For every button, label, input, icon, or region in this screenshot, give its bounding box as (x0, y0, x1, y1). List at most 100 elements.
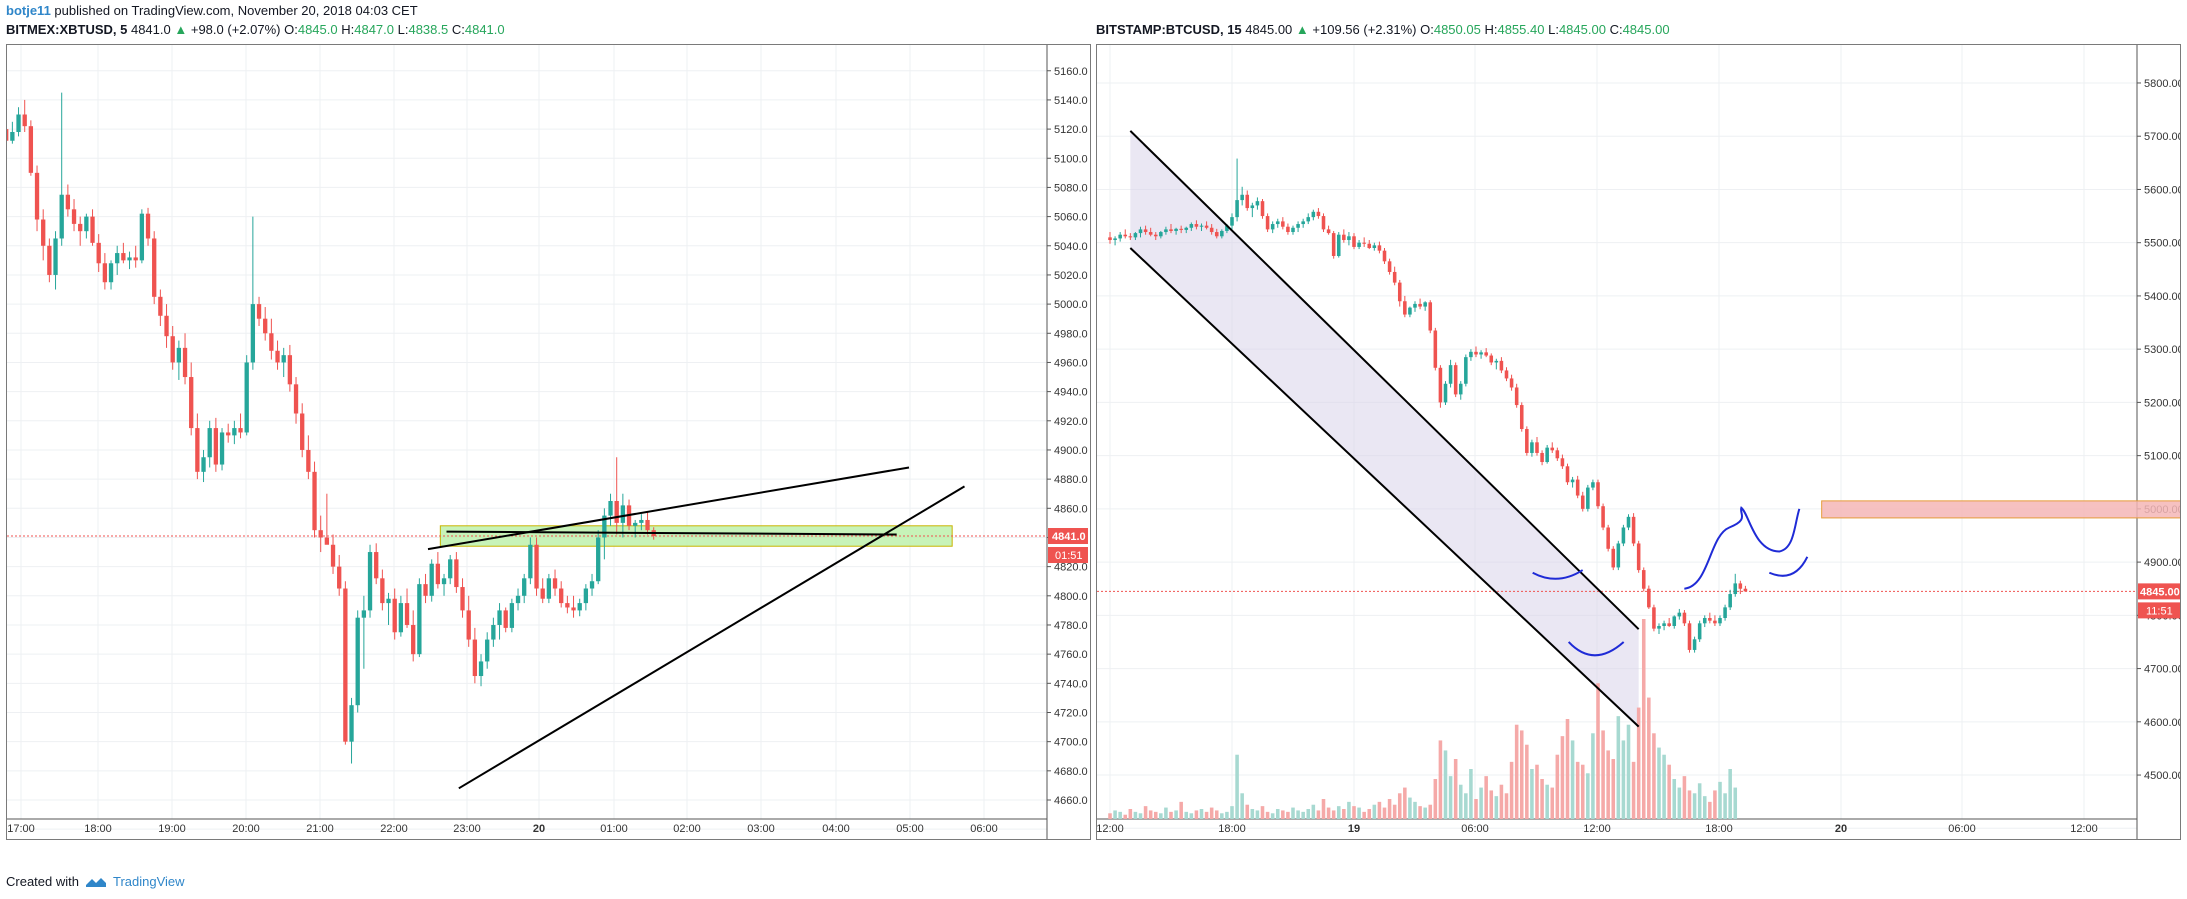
volume-bar (1194, 810, 1199, 819)
volume-bar (1138, 813, 1143, 819)
candle (645, 519, 650, 531)
price-tick-label: 5700.00 (2144, 131, 2180, 143)
candle (1321, 216, 1326, 230)
candle (1311, 211, 1316, 218)
volume-bar (1113, 810, 1117, 819)
price-tick-label: 5500.00 (2144, 238, 2180, 250)
candle (1606, 527, 1610, 549)
candle (552, 578, 558, 589)
candle (1697, 623, 1702, 640)
candle (71, 209, 77, 224)
candle (1682, 612, 1687, 624)
candle (515, 595, 521, 604)
candle (1143, 229, 1148, 233)
candle (349, 705, 354, 742)
candle (398, 603, 404, 633)
candle (1550, 447, 1555, 451)
candle (238, 428, 243, 433)
volume-bar (1362, 811, 1366, 819)
author-link[interactable]: botje11 (6, 3, 51, 18)
price-tick-label: 4820.0 (1054, 562, 1088, 574)
candle (133, 257, 138, 261)
volume-bar (1438, 740, 1443, 819)
volume-bar (1321, 799, 1326, 819)
right-low-label: L: (1548, 22, 1559, 37)
candle (1352, 236, 1356, 247)
candle (608, 501, 613, 516)
volume-bar (1336, 806, 1341, 819)
volume-bar (1331, 810, 1336, 819)
candle (115, 253, 120, 264)
candle (16, 114, 21, 133)
volume-bar (1296, 810, 1300, 819)
tradingview-link[interactable]: TradingView (112, 874, 185, 889)
time-tick-label: 12:00 (1583, 823, 1611, 835)
right-open-label: O: (1420, 22, 1434, 37)
bar-countdown-tag: 01:51 (1055, 550, 1083, 562)
volume-bar (1580, 764, 1585, 819)
volume-bar (1677, 787, 1682, 819)
volume-bar (1281, 810, 1285, 819)
candle (1555, 450, 1560, 459)
volume-bar (1530, 769, 1534, 819)
volume-bar (1265, 811, 1270, 819)
publish-info: published on TradingView.com, November 2… (50, 3, 418, 18)
time-tick-label: 06:00 (1948, 823, 1976, 835)
candle (1225, 225, 1229, 231)
volume-bar (1458, 784, 1463, 819)
time-tick-label: 20:00 (232, 823, 260, 835)
candle (1509, 378, 1514, 388)
candle (1636, 543, 1641, 571)
time-tick-label: 18:00 (1705, 823, 1733, 835)
candle (269, 333, 274, 351)
candle (1713, 620, 1717, 624)
channel-upper-line (1129, 130, 1640, 630)
candle (559, 588, 564, 604)
volume-bar (1540, 779, 1544, 819)
volume-bar (1214, 810, 1219, 819)
volume-bar (1164, 807, 1168, 819)
volume-bar (1519, 730, 1524, 819)
candle (1545, 447, 1549, 463)
price-tick-label: 5100.0 (1054, 153, 1088, 165)
candle (1118, 234, 1122, 239)
candle (1153, 234, 1158, 237)
time-tick-label: 03:00 (747, 823, 775, 835)
candle (540, 588, 545, 599)
candle (1123, 234, 1128, 237)
price-tick-label: 5080.0 (1054, 182, 1088, 194)
candle (1199, 225, 1204, 227)
volume-bar (1423, 807, 1427, 819)
volume-bar (1545, 784, 1549, 819)
candle (1413, 303, 1417, 308)
volume-bar (1169, 811, 1173, 819)
candle (195, 428, 200, 472)
candle (1453, 365, 1458, 395)
candle (1423, 302, 1427, 307)
candle (633, 522, 638, 526)
volume-bar (1260, 806, 1265, 819)
right-chart[interactable]: 5800.00 5700.00 5600.00 5500.00 5400.00 5300.… (1096, 45, 2187, 839)
left-chart[interactable]: 5160.0 5140.0 5120.0 5100.0 5080.0 5060.0 5040… (4, 45, 1090, 839)
candle (1677, 612, 1682, 617)
candle (1448, 365, 1453, 384)
left-chart-panel[interactable]: 5160.0 5140.0 5120.0 5100.0 5080.0 5060.0 5040… (4, 44, 1091, 840)
candle (1586, 487, 1590, 509)
volume-bar (1453, 759, 1458, 819)
candle (1728, 594, 1732, 608)
candle (392, 598, 397, 633)
candle (281, 355, 286, 363)
time-tag-bg (2138, 602, 2180, 619)
volume-bar (1636, 707, 1641, 819)
left-open: 4845.0 (297, 22, 338, 37)
candle (577, 603, 582, 611)
candle (1189, 224, 1194, 228)
price-tick-label: 4680.0 (1054, 766, 1088, 778)
right-chart-panel[interactable]: 5800.00 5700.00 5600.00 5500.00 5400.00 5300.… (1096, 44, 2187, 840)
candle (1575, 479, 1580, 496)
candle (53, 238, 58, 275)
candle (583, 588, 589, 604)
volume-bar (1387, 799, 1392, 819)
candle (256, 304, 262, 319)
left-low: 4838.5 (408, 22, 449, 37)
